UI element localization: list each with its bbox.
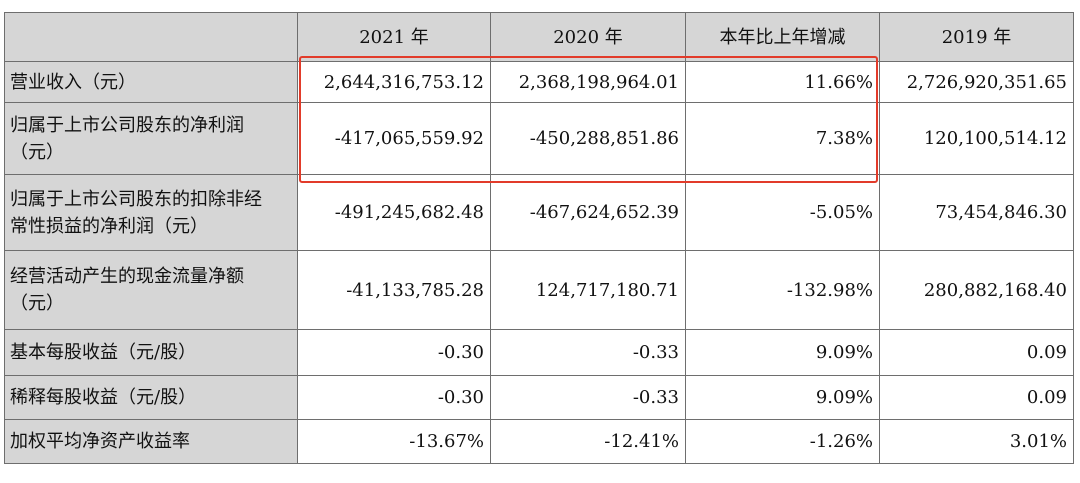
table-row: 归属于上市公司股东的净利润 （元） -417,065,559.92 -450,28… — [4, 102, 1074, 175]
cell-2021: -0.30 — [297, 329, 491, 376]
header-cell-change: 本年比上年增减 — [685, 12, 880, 62]
cell-2019: 280,882,168.40 — [879, 250, 1074, 330]
cell-2021: -13.67% — [297, 419, 491, 464]
cell-2021: 2,644,316,753.12 — [297, 61, 491, 103]
row-label-line: 经营活动产生的现金流量净额 — [10, 266, 244, 287]
cell-2019: 120,100,514.12 — [879, 102, 1074, 175]
cell-2021: -41,133,785.28 — [297, 250, 491, 330]
cell-2020: 124,717,180.71 — [490, 250, 686, 330]
row-label-line: （元） — [10, 141, 64, 163]
cell-2020: -0.33 — [490, 329, 686, 376]
row-label-line: 归属于上市公司股东的净利润 — [10, 114, 244, 136]
cell-change: -1.26% — [685, 419, 880, 464]
cell-2019: 0.09 — [879, 375, 1074, 420]
cell-2020: -467,624,652.39 — [490, 174, 686, 251]
cell-2020: -450,288,851.86 — [490, 102, 686, 175]
header-cell-2020: 2020 年 — [490, 12, 686, 62]
row-label: 经营活动产生的现金流量净额 （元） — [4, 250, 298, 330]
cell-2019: 2,726,920,351.65 — [879, 61, 1074, 103]
cell-2019: 73,454,846.30 — [879, 174, 1074, 251]
row-label-line: （元） — [10, 293, 64, 314]
cell-2020: 2,368,198,964.01 — [490, 61, 686, 103]
row-label: 归属于上市公司股东的扣除非经 常性损益的净利润（元） — [4, 174, 298, 251]
header-cell-2021: 2021 年 — [297, 12, 491, 62]
table-row: 加权平均净资产收益率 -13.67% -12.41% -1.26% 3.01% — [4, 419, 1074, 464]
row-label-line: 归属于上市公司股东的扣除非经 — [10, 188, 262, 210]
table-row: 稀释每股收益（元/股） -0.30 -0.33 9.09% 0.09 — [4, 375, 1074, 420]
cell-change: 7.38% — [685, 102, 880, 175]
table-row: 归属于上市公司股东的扣除非经 常性损益的净利润（元） -491,245,682.4… — [4, 174, 1074, 251]
row-label: 归属于上市公司股东的净利润 （元） — [4, 102, 298, 175]
table-row: 经营活动产生的现金流量净额 （元） -41,133,785.28 124,717,… — [4, 250, 1074, 330]
row-label: 加权平均净资产收益率 — [4, 419, 298, 464]
cell-change: -5.05% — [685, 174, 880, 251]
row-label: 稀释每股收益（元/股） — [4, 375, 298, 420]
cell-2020: -12.41% — [490, 419, 686, 464]
row-label: 基本每股收益（元/股） — [4, 329, 298, 376]
financial-summary-table: 2021 年 2020 年 本年比上年增减 2019 年 营业收入（元） 2,6… — [4, 12, 1074, 464]
cell-change: -132.98% — [685, 250, 880, 330]
table-row: 营业收入（元） 2,644,316,753.12 2,368,198,964.0… — [4, 61, 1074, 103]
cell-2021: -491,245,682.48 — [297, 174, 491, 251]
row-label: 营业收入（元） — [4, 61, 298, 103]
cell-change: 9.09% — [685, 375, 880, 420]
header-cell-empty — [4, 12, 298, 62]
cell-2019: 0.09 — [879, 329, 1074, 376]
cell-2019: 3.01% — [879, 419, 1074, 464]
cell-change: 9.09% — [685, 329, 880, 376]
header-cell-2019: 2019 年 — [879, 12, 1074, 62]
cell-2021: -417,065,559.92 — [297, 102, 491, 175]
cell-2021: -0.30 — [297, 375, 491, 420]
cell-change: 11.66% — [685, 61, 880, 103]
row-label-line: 常性损益的净利润（元） — [10, 215, 208, 237]
table-row: 基本每股收益（元/股） -0.30 -0.33 9.09% 0.09 — [4, 329, 1074, 376]
header-row: 2021 年 2020 年 本年比上年增减 2019 年 — [4, 12, 1074, 62]
cell-2020: -0.33 — [490, 375, 686, 420]
